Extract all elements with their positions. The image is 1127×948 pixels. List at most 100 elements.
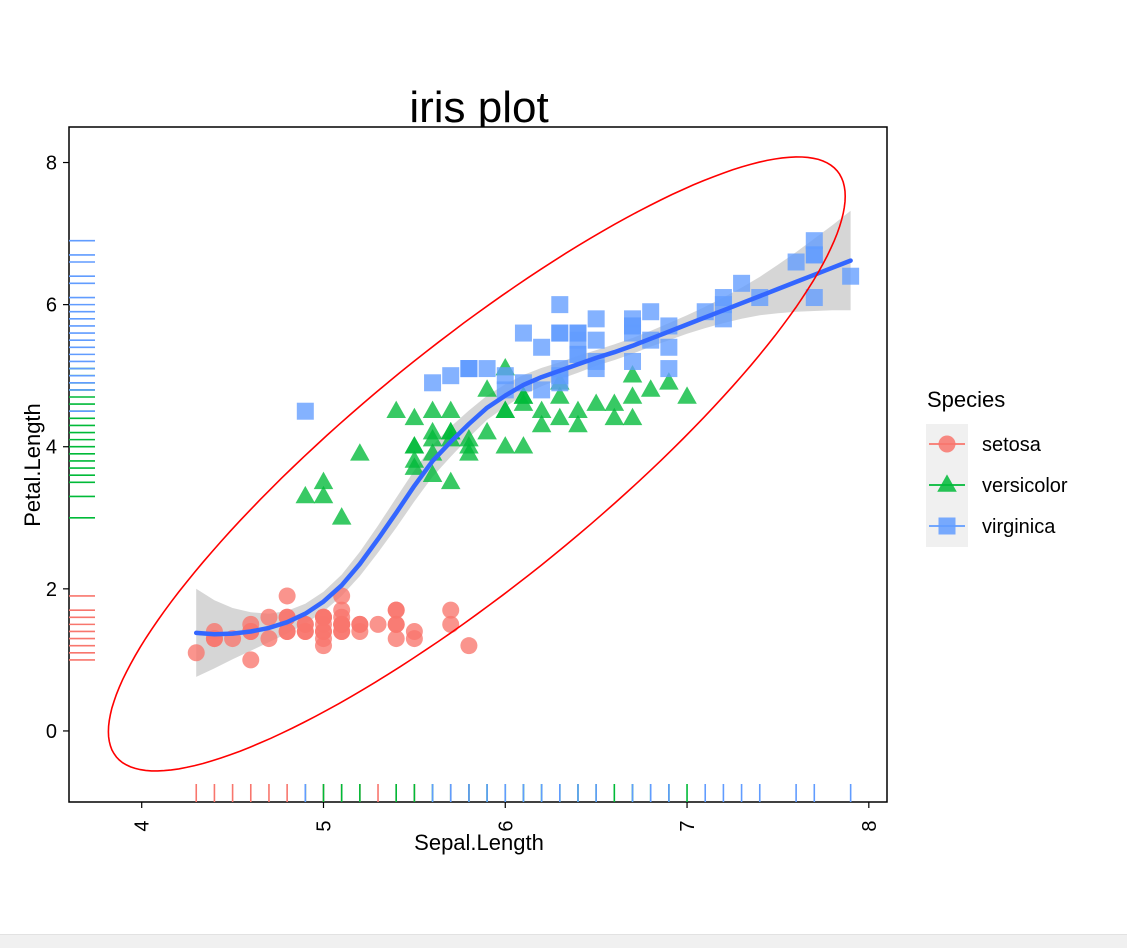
point-versicolor <box>422 464 443 482</box>
point-virginica <box>551 296 569 314</box>
data-points <box>187 232 860 669</box>
x-tick-label: 5 <box>313 820 335 831</box>
point-setosa <box>442 615 460 633</box>
point-virginica <box>496 367 514 385</box>
point-versicolor <box>622 365 643 383</box>
point-setosa <box>260 608 278 626</box>
point-versicolor <box>422 400 443 419</box>
point-versicolor <box>440 400 461 419</box>
point-virginica <box>624 317 642 335</box>
point-versicolor <box>477 421 497 440</box>
point-setosa <box>242 651 260 669</box>
point-versicolor <box>513 436 534 454</box>
y-tick-label: 2 <box>46 579 57 601</box>
point-versicolor <box>622 386 643 404</box>
point-virginica <box>587 331 605 349</box>
point-virginica <box>533 338 551 356</box>
legend-title: Species <box>927 387 1005 412</box>
point-setosa <box>387 630 405 648</box>
x-tick-label: 8 <box>859 820 881 831</box>
point-virginica <box>805 289 823 307</box>
y-tick-label: 0 <box>46 721 57 743</box>
point-setosa <box>333 608 351 626</box>
x-rug <box>195 784 852 802</box>
plot-panel <box>68 126 888 803</box>
legend-key-virginica <box>938 517 956 535</box>
point-versicolor <box>604 393 625 411</box>
point-virginica <box>842 267 860 285</box>
point-setosa <box>442 601 460 619</box>
point-setosa <box>369 615 387 633</box>
point-versicolor <box>586 393 606 411</box>
legend-label-versicolor: versicolor <box>982 475 1068 497</box>
point-versicolor <box>295 485 316 504</box>
x-tick-label: 4 <box>132 820 154 831</box>
point-setosa <box>387 615 405 633</box>
point-virginica <box>424 374 442 392</box>
point-versicolor <box>677 386 697 404</box>
point-versicolor <box>422 421 443 440</box>
point-virginica <box>478 360 496 378</box>
point-virginica <box>533 381 551 399</box>
point-versicolor <box>495 436 516 454</box>
point-setosa <box>460 637 478 655</box>
point-virginica <box>660 338 678 356</box>
point-versicolor <box>568 414 588 433</box>
point-versicolor <box>659 372 679 390</box>
x-axis-ticks: 4 5 6 7 8 <box>132 802 881 832</box>
point-virginica <box>805 232 823 250</box>
legend-entries: setosa versicolor virginica <box>926 424 1068 547</box>
point-versicolor <box>640 379 661 397</box>
legend-label-virginica: virginica <box>982 516 1056 538</box>
point-versicolor <box>513 393 534 411</box>
data-ellipse <box>107 156 847 772</box>
point-virginica <box>624 352 642 370</box>
window-bottom-strip <box>0 934 1127 948</box>
point-versicolor <box>604 407 625 426</box>
point-versicolor <box>331 507 352 525</box>
point-virginica <box>442 367 460 385</box>
point-versicolor <box>622 407 643 426</box>
point-versicolor <box>440 429 461 447</box>
point-setosa <box>260 630 278 648</box>
point-versicolor <box>404 436 425 454</box>
point-setosa <box>387 601 405 619</box>
point-versicolor <box>568 400 588 419</box>
y-axis-label: Petal.Length <box>20 403 45 527</box>
point-versicolor <box>459 436 479 454</box>
y-tick-label: 8 <box>46 153 57 175</box>
point-setosa <box>278 622 296 640</box>
legend-key-versicolor <box>937 474 957 492</box>
point-virginica <box>514 324 532 342</box>
point-versicolor <box>550 407 570 426</box>
point-virginica <box>660 360 678 378</box>
point-virginica <box>569 331 587 349</box>
point-versicolor <box>477 379 497 397</box>
point-versicolor <box>440 471 461 490</box>
point-virginica <box>642 303 660 321</box>
point-versicolor <box>350 443 370 461</box>
point-setosa <box>351 615 369 633</box>
smooth-line <box>193 258 853 637</box>
point-setosa <box>296 622 314 640</box>
point-versicolor <box>313 485 334 504</box>
point-virginica <box>714 310 732 328</box>
smooth-curve <box>193 258 853 637</box>
point-virginica <box>805 246 823 264</box>
point-versicolor <box>404 457 425 475</box>
point-setosa <box>314 622 332 640</box>
point-versicolor <box>531 414 552 433</box>
point-setosa <box>187 644 205 662</box>
point-versicolor <box>404 407 425 426</box>
y-tick-label: 4 <box>46 437 57 459</box>
legend-label-setosa: setosa <box>982 434 1042 456</box>
point-virginica <box>569 345 587 363</box>
point-virginica <box>787 253 805 271</box>
x-tick-label: 6 <box>495 820 517 831</box>
point-virginica <box>460 360 478 378</box>
point-versicolor <box>495 400 516 419</box>
point-setosa <box>314 608 332 626</box>
y-axis-ticks: 0 2 4 6 8 <box>46 153 69 743</box>
point-virginica <box>296 402 314 420</box>
ellipse-outline <box>107 156 847 772</box>
